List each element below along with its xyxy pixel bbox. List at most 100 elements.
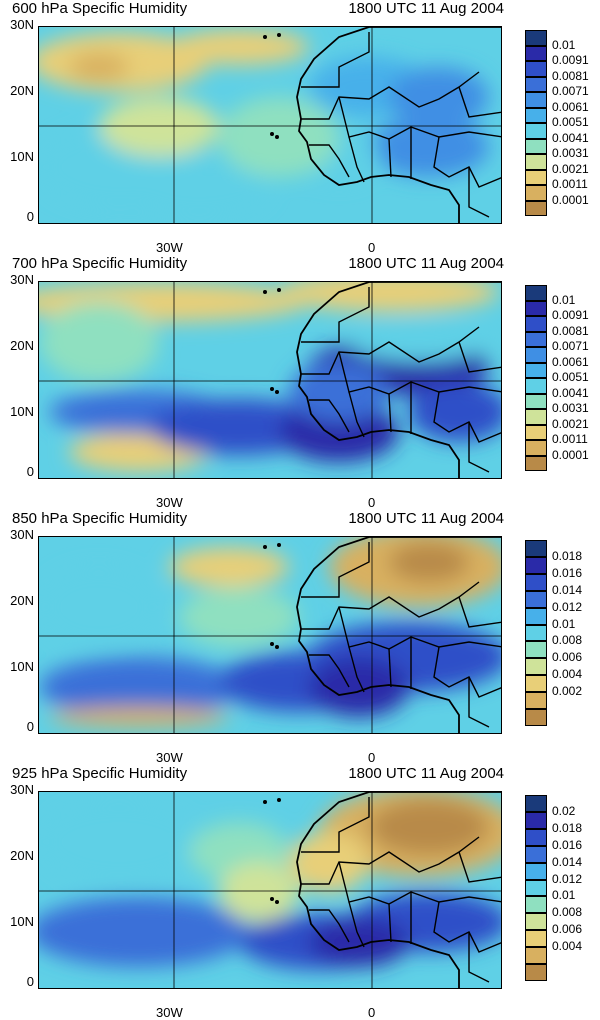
humidity-contour	[129, 157, 269, 217]
humidity-map	[38, 26, 502, 224]
coastline	[296, 792, 501, 988]
colorbar-label: 0.0091	[552, 53, 589, 67]
y-tick-label: 20N	[10, 83, 34, 98]
colorbar-label: 0.006	[552, 922, 583, 937]
colorbar-swatch	[525, 556, 547, 574]
country-border	[388, 648, 392, 688]
colorbar-swatch	[525, 828, 547, 846]
y-tick-label: 10N	[10, 149, 34, 164]
x-tick-label: 30W	[156, 495, 183, 510]
colorbar-swatch	[525, 440, 547, 456]
island	[275, 900, 279, 904]
humidity-contour	[179, 587, 299, 647]
colorbar-label: 0.0051	[552, 370, 589, 384]
colorbar-label: 0.006	[552, 650, 583, 665]
country-border	[338, 861, 501, 905]
country-border	[458, 341, 501, 373]
panel-title: 925 hPa Specific Humidity	[12, 765, 188, 782]
humidity-contour	[169, 29, 309, 65]
country-border	[301, 581, 480, 630]
colorbar-label: 0.016	[552, 565, 583, 580]
colorbar-label: 0.0061	[552, 354, 589, 369]
country-border	[433, 646, 501, 698]
island	[277, 288, 281, 292]
humidity-contour	[219, 862, 299, 922]
colorbar-label: 0.0031	[552, 146, 589, 160]
panel-timestamp: 1800 UTC 11 Aug 2004	[348, 0, 504, 17]
colorbar-swatch	[525, 185, 547, 201]
map-panel-1: 700 hPa Specific Humidity 1800 UTC 11 Aug…	[0, 255, 600, 510]
island	[277, 33, 281, 37]
country-border	[309, 144, 350, 178]
country-border	[348, 646, 365, 693]
x-tick-label: 0	[368, 240, 376, 255]
y-tick-label: 30N	[10, 17, 34, 32]
country-border	[458, 596, 501, 628]
humidity-contour	[369, 117, 489, 177]
humidity-contour	[369, 799, 489, 855]
humidity-contour	[349, 322, 489, 362]
colorbar-label: 0.0041	[552, 130, 589, 145]
country-border	[458, 86, 501, 118]
colorbar-swatch	[525, 393, 547, 409]
panel-title: 700 hPa Specific Humidity	[12, 255, 188, 272]
colorbar-swatch	[525, 92, 547, 108]
country-border	[348, 391, 365, 438]
colorbar-label: 0.0061	[552, 99, 589, 114]
colorbar-label: 0.008	[552, 633, 583, 648]
country-border	[301, 71, 480, 120]
y-tick-label: 10N	[10, 404, 34, 419]
colorbar-swatch	[525, 362, 547, 378]
y-tick-label: 0	[26, 209, 34, 224]
humidity-contour	[39, 802, 199, 882]
humidity-map	[38, 536, 502, 734]
colorbar-swatch	[525, 675, 547, 693]
x-tick-label: 0	[368, 750, 376, 765]
country-border	[301, 836, 480, 885]
colorbar-swatch	[525, 169, 547, 185]
humidity-contour	[409, 382, 501, 442]
colorbar-swatch	[525, 76, 547, 92]
island	[275, 390, 279, 394]
country-border	[388, 138, 392, 178]
humidity-contour	[279, 402, 399, 462]
humidity-map	[38, 791, 502, 989]
humidity-contour	[389, 542, 469, 582]
humidity-map	[38, 281, 502, 479]
colorbar-label: 0.004	[552, 667, 583, 682]
country-border	[301, 326, 480, 375]
colorbar-swatch	[525, 913, 547, 931]
island	[263, 290, 267, 294]
colorbar-label: 0.0031	[552, 401, 589, 415]
island	[277, 798, 281, 802]
island	[263, 35, 267, 39]
colorbar-label: 0.0081	[552, 68, 589, 83]
country-border	[348, 136, 365, 183]
panel-title: 850 hPa Specific Humidity	[12, 510, 188, 527]
colorbar-swatch	[525, 964, 547, 981]
colorbar-label: 0.018	[552, 820, 583, 835]
colorbar-label: 0.0011	[552, 432, 588, 446]
colorbar-swatch	[525, 896, 547, 914]
country-border	[468, 677, 490, 728]
colorbar-swatch	[525, 862, 547, 880]
humidity-contour	[279, 282, 499, 312]
y-tick-label: 20N	[10, 848, 34, 863]
x-tick-label: 30W	[156, 1005, 183, 1020]
colorbar-swatch	[525, 607, 547, 625]
colorbar-swatch	[525, 409, 547, 425]
country-border	[301, 287, 370, 343]
colorbar-label: 0.0051	[552, 115, 589, 129]
colorbar-label: 0.004	[552, 939, 583, 954]
country-border	[348, 901, 365, 948]
colorbar-swatch	[525, 123, 547, 139]
country-border	[338, 96, 501, 140]
island	[270, 897, 274, 901]
map-panel-2: 850 hPa Specific Humidity 1800 UTC 11 Aug…	[0, 510, 600, 765]
country-border	[301, 542, 370, 598]
humidity-contour	[49, 707, 229, 727]
colorbar-swatch	[525, 540, 547, 557]
colorbar-label: 0.01	[552, 616, 576, 631]
y-tick-label: 0	[26, 974, 34, 989]
colorbar-label: 0.016	[552, 837, 583, 852]
